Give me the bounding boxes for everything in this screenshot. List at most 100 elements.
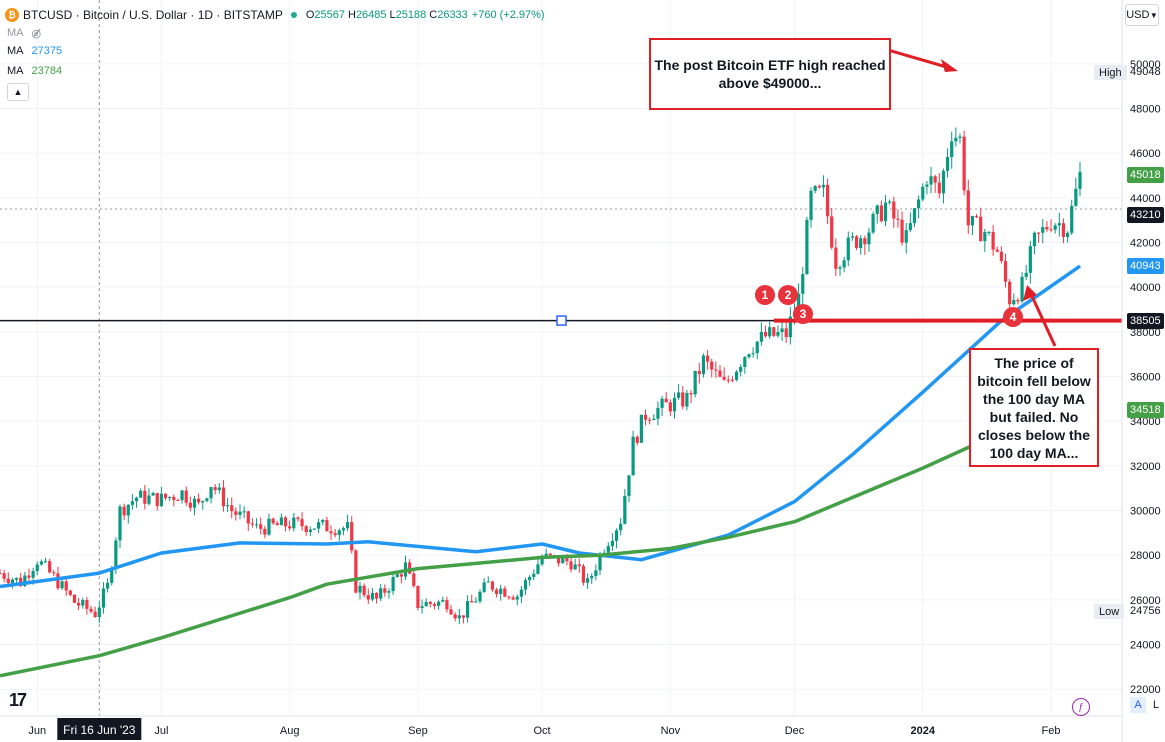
candle-body bbox=[643, 414, 648, 420]
candle-body bbox=[283, 517, 288, 527]
candle-body bbox=[1041, 227, 1045, 233]
candle-body bbox=[441, 600, 445, 602]
candle-body bbox=[532, 573, 536, 577]
candle-body bbox=[412, 573, 416, 586]
candle-body bbox=[929, 176, 933, 185]
high-value: 49048 bbox=[1130, 66, 1161, 78]
candle-body bbox=[184, 490, 188, 503]
candle-body bbox=[192, 498, 197, 508]
candle-body bbox=[875, 205, 879, 215]
candle-body bbox=[780, 328, 784, 333]
candle-body bbox=[701, 355, 706, 375]
ohlc-close: C26333 bbox=[429, 9, 468, 21]
high-label: High bbox=[1094, 65, 1127, 80]
candle-body bbox=[486, 581, 490, 583]
ohlc-low: L25188 bbox=[389, 9, 427, 21]
time-tick-label: Dec bbox=[785, 725, 805, 737]
price-tick-label: 30000 bbox=[1130, 506, 1161, 518]
candle-body bbox=[879, 205, 883, 222]
candle-body bbox=[499, 588, 503, 594]
symbol-title[interactable]: BTCUSD · Bitcoin / U.S. Dollar · 1D · BI… bbox=[23, 8, 283, 22]
candle-body bbox=[374, 592, 379, 599]
candle-body bbox=[776, 332, 780, 336]
candle-body bbox=[31, 571, 35, 578]
candle-body bbox=[234, 511, 238, 515]
candle-body bbox=[859, 238, 863, 249]
candle-body bbox=[362, 585, 366, 596]
candle-body bbox=[254, 524, 259, 526]
candle-body bbox=[288, 526, 292, 529]
currency-selector[interactable]: USD ▼ bbox=[1125, 4, 1159, 26]
annotation-arrowhead-high bbox=[941, 59, 958, 72]
time-tick-label: Feb bbox=[1042, 725, 1061, 737]
price-tag-38505: 38505 bbox=[1127, 312, 1164, 329]
candle-body bbox=[366, 595, 370, 600]
auto-scale-button[interactable]: A bbox=[1130, 697, 1146, 713]
candle-body bbox=[830, 216, 834, 248]
candle-body bbox=[685, 393, 689, 407]
ma-200-line bbox=[0, 430, 1003, 678]
candle-body bbox=[619, 523, 623, 531]
candle-body bbox=[962, 136, 966, 191]
candle-body bbox=[23, 575, 27, 586]
candle-body bbox=[536, 564, 540, 574]
candle-body bbox=[300, 519, 304, 527]
candle-body bbox=[279, 517, 283, 526]
candle-body bbox=[809, 190, 813, 220]
candle-body bbox=[1053, 225, 1057, 230]
chart-header: ₿ BTCUSD · Bitcoin / U.S. Dollar · 1D · … bbox=[5, 6, 545, 24]
price-tick-label: 46000 bbox=[1130, 148, 1161, 160]
candle-body bbox=[1037, 232, 1041, 234]
collapse-legend-button[interactable]: ▲ bbox=[7, 83, 29, 101]
candle-body bbox=[424, 602, 428, 607]
candle-body bbox=[668, 402, 672, 412]
bitcoin-icon: ₿ bbox=[5, 8, 19, 22]
marker-3: 3 bbox=[793, 304, 813, 324]
candle-body bbox=[825, 184, 830, 217]
support-line-handle[interactable] bbox=[556, 315, 567, 326]
candle-body bbox=[387, 591, 391, 593]
candle-body bbox=[465, 601, 470, 618]
log-scale-button[interactable]: L bbox=[1152, 699, 1160, 711]
candle-body bbox=[93, 611, 97, 617]
candle-body bbox=[511, 597, 515, 600]
price-change: +760 (+2.97%) bbox=[471, 9, 545, 21]
eye-hidden-icon[interactable]: ◎̸ bbox=[31, 27, 42, 40]
time-axis[interactable]: Jun Fri 16 Jun '23 Jul Aug Sep Oct Nov Dec 2024 F… bbox=[28, 718, 1061, 740]
candle-body bbox=[221, 487, 226, 507]
candle-body bbox=[350, 522, 354, 551]
candle-body bbox=[540, 557, 544, 565]
candle-body bbox=[1003, 260, 1008, 282]
candle-body bbox=[970, 216, 975, 226]
tradingview-logo[interactable]: 17 bbox=[9, 690, 27, 710]
candle-body bbox=[900, 219, 904, 243]
candle-body bbox=[1016, 300, 1020, 302]
indicator-template-icon[interactable]: ƒ bbox=[1072, 698, 1090, 716]
candle-body bbox=[635, 436, 639, 443]
candle-body bbox=[197, 498, 201, 503]
candle-body bbox=[201, 501, 205, 503]
candle-body bbox=[854, 236, 859, 249]
candle-body bbox=[813, 186, 817, 191]
indicator-ma-200[interactable]: MA 23784 bbox=[7, 65, 63, 77]
candle-body bbox=[883, 202, 888, 222]
chart-grid bbox=[0, 0, 1122, 716]
candle-body bbox=[627, 475, 631, 496]
candle-body bbox=[482, 582, 486, 592]
candle-body bbox=[337, 530, 341, 536]
price-tick-label: 38000 bbox=[1130, 327, 1161, 339]
candle-body bbox=[797, 293, 801, 313]
indicator-ma-100[interactable]: MA 27375 bbox=[7, 45, 63, 57]
ohlc-open: O25567 bbox=[305, 9, 345, 21]
candle-body bbox=[937, 182, 941, 194]
candle-body bbox=[122, 506, 126, 516]
price-axis[interactable]: 22000 24000 26000 28000 30000 32000 34000 36000… bbox=[1130, 59, 1161, 696]
indicator-ma-hidden[interactable]: MA ◎̸ bbox=[7, 27, 42, 40]
candle-body bbox=[43, 561, 48, 563]
candle-body bbox=[168, 496, 172, 499]
candle-body bbox=[39, 561, 43, 565]
candle-body bbox=[271, 518, 275, 524]
candle-body bbox=[718, 370, 722, 377]
candle-body bbox=[565, 557, 569, 562]
